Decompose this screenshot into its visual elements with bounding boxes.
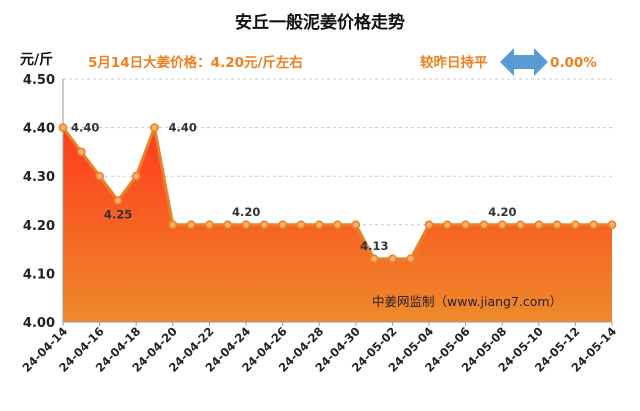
data-point [95,171,104,181]
data-point [131,171,141,181]
data-point [186,220,196,230]
x-axis-ticks: 24-04-1424-04-1624-04-1824-04-2024-04-22… [20,322,619,375]
data-point [241,220,251,230]
change-percent: 0.00% [550,55,597,71]
data-point [534,220,544,230]
data-point [296,220,306,230]
data-point [278,220,287,230]
price-note: 5月14日大姜价格：4.20元/斤左右 [88,54,303,71]
watermark: 中姜网监制（www.jiang7.com） [372,294,562,309]
data-label: 4.40 [169,121,197,135]
y-tick-label: 4.10 [23,267,55,282]
y-tick-label: 4.40 [23,122,55,137]
data-point [497,220,507,230]
y-tick-label: 4.30 [23,170,55,185]
data-point [387,254,397,264]
data-label: 4.20 [232,205,260,219]
data-point [461,220,470,230]
data-point [223,220,233,230]
double-arrow-icon [500,48,548,76]
data-point [479,220,489,230]
data-point [442,220,452,230]
compare-text: 较昨日持平 [420,54,488,71]
y-tick-label: 4.20 [23,219,55,234]
data-point [333,220,342,230]
chart-title: 安丘一般泥姜价格走势 [235,12,405,33]
data-point [314,220,324,230]
data-point [204,220,214,230]
data-label: 4.25 [104,208,132,222]
data-points [58,123,617,264]
y-axis-ticks: 4.00 4.10 4.20 4.30 4.40 4.50 [23,73,55,331]
data-point [259,220,269,230]
data-point [516,220,525,230]
data-labels: 4.40 4.25 4.40 4.20 4.13 4.20 [71,121,517,253]
axes [62,79,612,323]
data-point [76,147,86,157]
y-tick-label: 4.00 [23,316,55,331]
data-point [150,123,159,132]
data-label: 4.40 [71,121,99,135]
data-point [424,220,434,230]
data-point [351,220,361,230]
data-point [552,220,562,230]
data-point [58,123,68,132]
y-tick-label: 4.50 [23,73,55,88]
data-point [406,254,416,264]
data-label: 4.13 [360,239,388,253]
data-point [369,254,379,264]
data-label: 4.20 [488,205,516,219]
price-area [63,127,612,322]
data-point [607,220,617,230]
data-point [571,220,580,230]
data-point [168,220,178,230]
data-point [113,196,123,205]
data-point [589,220,599,230]
y-axis-unit: 元/斤 [20,51,53,68]
